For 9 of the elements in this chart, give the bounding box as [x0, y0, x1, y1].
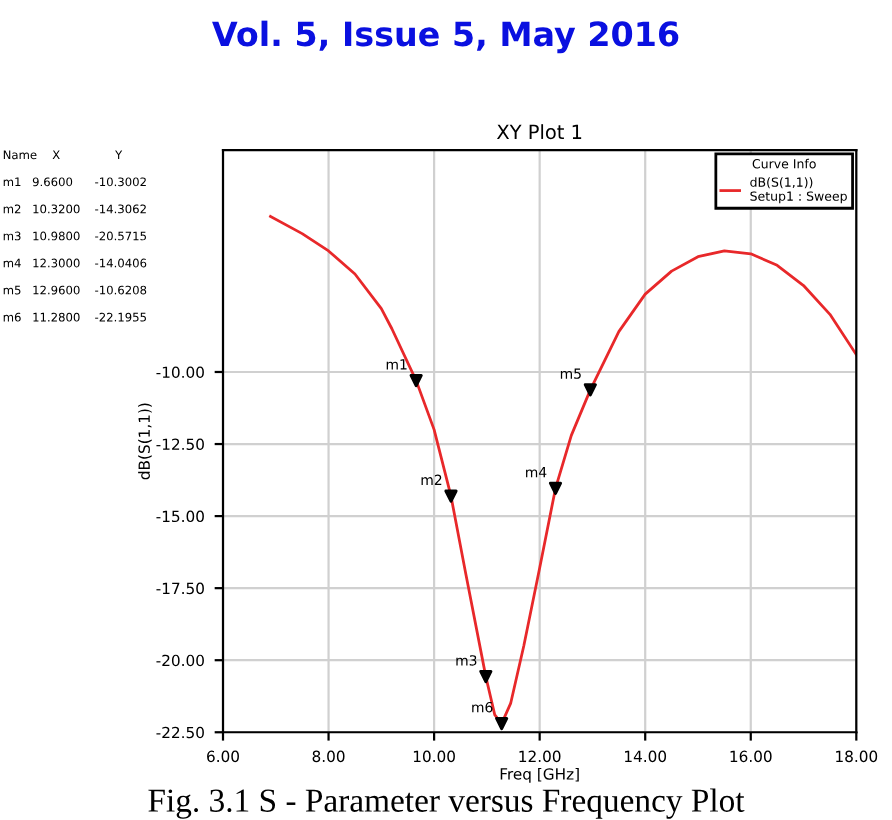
point	[409, 374, 423, 388]
point	[444, 489, 458, 503]
chart-subtitle: XY Plot 1	[496, 124, 582, 140]
point	[583, 383, 597, 397]
point	[479, 670, 493, 684]
chart-title: Vol. 5, Issue 5, May 2016	[212, 20, 679, 54]
caption: Fig. 3.1 S - Parameter versus Frequency Plot	[148, 788, 745, 819]
point	[495, 717, 509, 731]
point	[548, 481, 563, 496]
